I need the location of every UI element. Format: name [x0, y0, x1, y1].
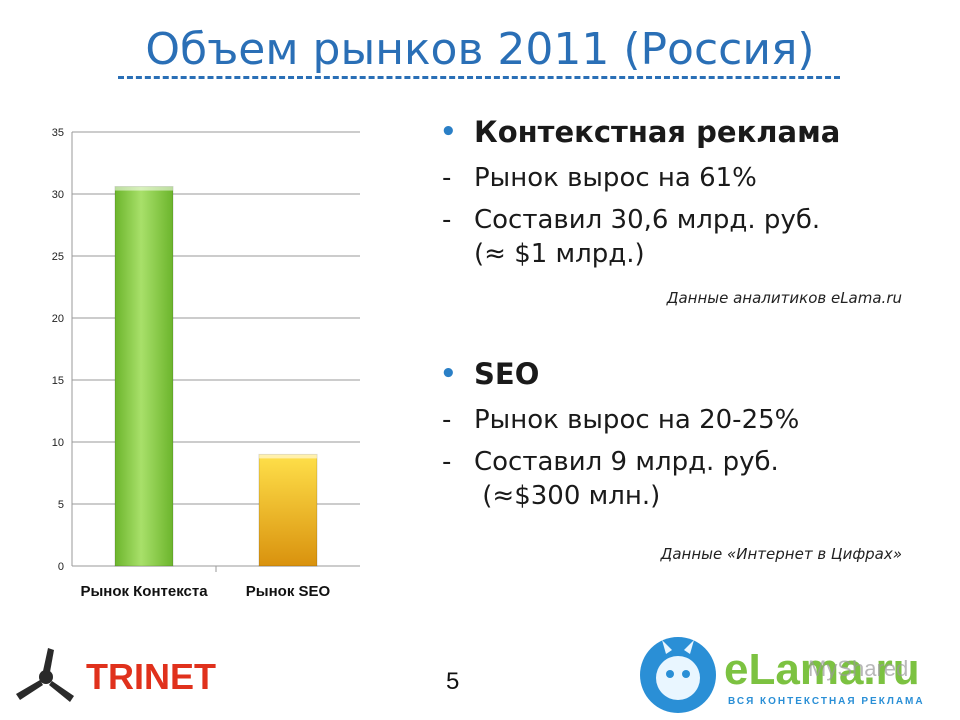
svg-text:ВСЯ КОНТЕКСТНАЯ РЕКЛАМА: ВСЯ КОНТЕКСТНАЯ РЕКЛАМА: [728, 696, 925, 707]
svg-text:MyShared: MyShared: [808, 656, 908, 681]
x-category-label: Рынок SEO: [246, 583, 331, 600]
bar-highlight: [115, 186, 173, 191]
propeller-icon: [16, 648, 74, 702]
context-heading: • Контекстная реклама: [436, 112, 936, 152]
context-source: Данные аналитиков eLama.ru: [666, 289, 902, 307]
seo-volume: - Составил 9 млрд. руб.: [442, 447, 779, 477]
seo-growth: - Рынок вырос на 20-25%: [442, 405, 800, 435]
y-tick-label: 30: [52, 189, 64, 201]
slide-title: Объем рынков 2011 (Россия): [145, 24, 815, 75]
bullet-dot-icon: •: [440, 117, 457, 147]
bar: [114, 186, 174, 567]
y-tick-label: 20: [52, 313, 64, 325]
bar-highlight: [259, 454, 317, 459]
x-category-label: Рынок Контекста: [80, 583, 208, 600]
y-tick-label: 15: [52, 375, 64, 387]
elama-logo: eLama.ru ВСЯ КОНТЕКСТНАЯ РЕКЛАМА MyShare…: [640, 637, 925, 713]
text-panel: • Контекстная реклама - Рынок вырос на 61…: [436, 112, 936, 564]
page-number: 5: [446, 668, 460, 695]
context-volume: - Составил 30,6 млрд. руб.: [442, 205, 821, 235]
seo-heading: • SEO: [436, 354, 936, 394]
svg-text:eLama.ru: eLama.ru: [724, 645, 920, 694]
bar: [258, 453, 318, 567]
y-tick-label: 25: [52, 251, 64, 263]
trinet-logo: TRINET: [16, 648, 216, 702]
seo-usd: (≈$300 млн.): [474, 481, 661, 511]
context-usd: (≈ $1 млрд.): [474, 239, 645, 269]
bar-chart: 0 5 10 15 20 25 30 35 Рынок Контекста Рынок SEO: [52, 127, 360, 600]
y-tick-label: 35: [52, 127, 64, 139]
title-underline: [118, 76, 840, 79]
context-growth: - Рынок вырос на 61%: [442, 163, 757, 193]
seo-source: Данные «Интернет в Цифрах»: [660, 545, 902, 563]
y-tick-label: 5: [58, 499, 64, 511]
y-tick-label: 0: [58, 561, 64, 573]
svg-text:TRINET: TRINET: [86, 656, 216, 697]
y-tick-label: 10: [52, 437, 64, 449]
bullet-dot-icon: •: [440, 359, 457, 389]
